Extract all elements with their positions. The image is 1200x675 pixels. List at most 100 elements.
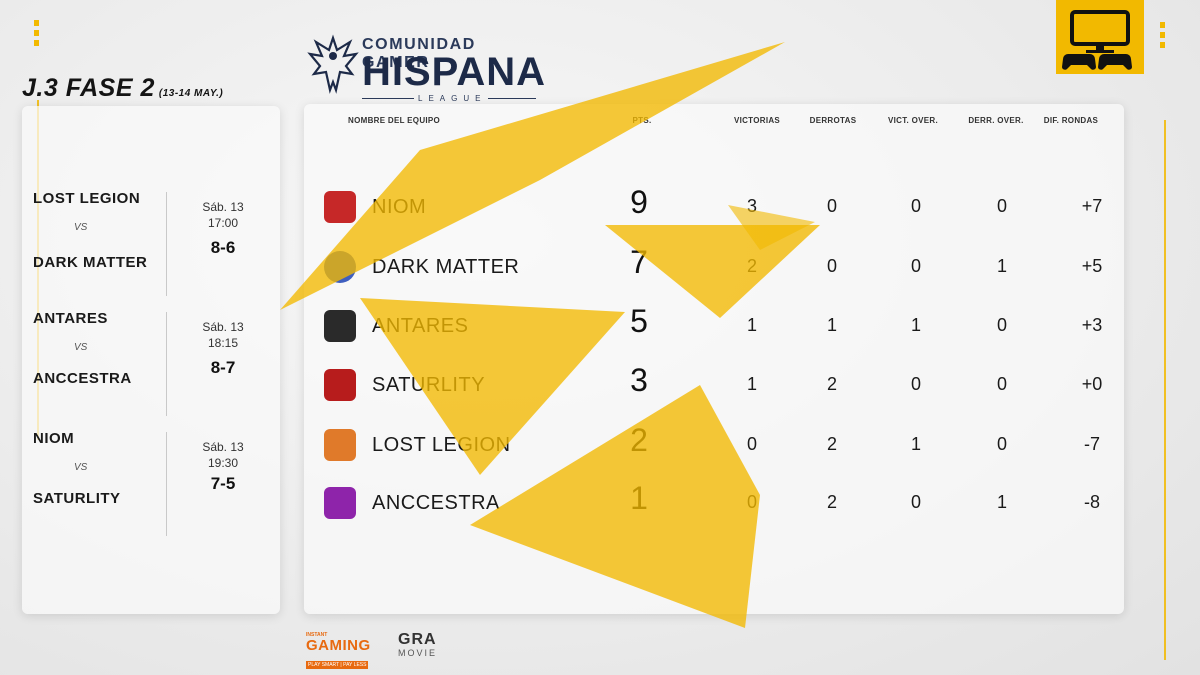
team-ot-wins: 1 <box>910 434 921 454</box>
match-home-team: ANTARES <box>33 310 108 327</box>
team-wins: 0 <box>746 434 757 454</box>
team-ot-wins: 1 <box>910 315 921 335</box>
match-time: 17:00 <box>207 216 239 230</box>
team-wins: 1 <box>746 374 757 394</box>
gra-sub-text: MOVIE <box>398 648 438 658</box>
team-ot-losses: 0 <box>996 374 1007 394</box>
team-losses: 2 <box>826 492 837 512</box>
match-vs: VS <box>74 342 88 353</box>
team-ot-losses: 1 <box>996 256 1007 276</box>
team-points: 3 <box>630 362 648 398</box>
match-card: LOST LEGION VS DARK MATTER Sáb. 13 17:00… <box>22 188 280 298</box>
header-pts: PTS. <box>632 116 652 125</box>
match-vs: VS <box>74 222 88 233</box>
match-card: ANTARES VS ANCCESTRA Sáb. 13 18:15 8-7 <box>22 308 280 418</box>
round-title: J.3 FASE 2 (13-14 MAY.) <box>22 74 223 103</box>
team-ot-losses: 0 <box>996 434 1007 454</box>
team-losses: 2 <box>826 434 837 454</box>
team-ot-wins: 0 <box>910 374 921 394</box>
team-name: SATURLITY <box>372 374 486 396</box>
header-team: NOMBRE DEL EQUIPO <box>348 116 441 125</box>
round-dates: (13-14 MAY.) <box>158 88 224 99</box>
team-ot-wins: 0 <box>910 492 921 512</box>
team-name: ANTARES <box>372 315 469 337</box>
instant-gaming-logo: INSTANT GAMING PLAY SMART | PAY LESS <box>306 632 376 669</box>
team-wins: 2 <box>746 256 757 276</box>
team-wins: 3 <box>746 196 757 216</box>
team-losses: 0 <box>826 256 837 276</box>
skull-logo-icon <box>324 487 356 519</box>
gra-main-text: GRA <box>398 631 437 648</box>
standings-row: LOST LEGION 2 0 2 1 0 -7 <box>304 422 1124 478</box>
team-losses: 0 <box>826 196 837 216</box>
team-points: 7 <box>630 244 648 280</box>
team-round-diff: +7 <box>1081 196 1103 216</box>
decorative-bars-left <box>34 20 39 50</box>
team-name: DARK MATTER <box>372 256 520 278</box>
ninja-logo-icon <box>324 191 356 223</box>
brand-line-2: HISPANA <box>362 50 547 94</box>
match-vs: VS <box>74 462 88 473</box>
header-ot-wins: VICT. OVER. <box>888 116 938 125</box>
team-round-diff: +3 <box>1081 315 1103 335</box>
standings-row: ANTARES 5 1 1 1 0 +3 <box>304 303 1124 359</box>
match-time: 19:30 <box>207 456 239 470</box>
team-wins: 0 <box>746 492 757 512</box>
match-home-team: LOST LEGION <box>33 190 141 207</box>
match-score: 7-5 <box>210 474 236 493</box>
team-wins: 1 <box>746 315 757 335</box>
results-panel <box>22 106 280 614</box>
standings-row: ANCCESTRA 1 0 2 0 1 -8 <box>304 480 1124 536</box>
team-ot-losses: 0 <box>996 196 1007 216</box>
team-round-diff: -8 <box>1083 492 1100 512</box>
match-day: Sáb. 13 <box>202 200 244 214</box>
standings-row: NIOM 9 3 0 0 0 +7 <box>304 184 1124 240</box>
brand-divider-right <box>488 98 536 99</box>
team-points: 9 <box>630 184 648 220</box>
decorative-line-right <box>1164 120 1166 660</box>
monitor-controllers-icon <box>1062 10 1132 70</box>
brand-divider-left <box>362 98 414 99</box>
match-separator <box>166 312 167 416</box>
header-losses: DERROTAS <box>809 116 857 125</box>
standings-panel <box>304 104 1124 614</box>
team-losses: 1 <box>826 315 837 335</box>
team-ot-losses: 0 <box>996 315 1007 335</box>
warrior-logo-icon <box>324 369 356 401</box>
standings-row: DARK MATTER 7 2 0 0 1 +5 <box>304 244 1124 300</box>
spiral-logo-icon <box>324 251 356 283</box>
team-round-diff: +5 <box>1081 256 1103 276</box>
ig-main-text: GAMING <box>306 637 371 654</box>
team-name: NIOM <box>372 196 427 218</box>
standings-row: SATURLITY 3 1 2 0 0 +0 <box>304 362 1124 418</box>
match-card: NIOM VS SATURLITY Sáb. 13 19:30 7-5 <box>22 428 280 538</box>
match-away-team: DARK MATTER <box>33 254 148 271</box>
match-home-team: NIOM <box>33 430 75 447</box>
gaming-logo-box <box>1056 0 1144 74</box>
match-time: 18:15 <box>207 336 239 350</box>
team-name: LOST LEGION <box>372 434 511 456</box>
decorative-bars-right <box>1160 22 1165 52</box>
header-wins: VICTORIAS <box>733 116 781 125</box>
match-score: 8-6 <box>210 238 236 257</box>
header-round-diff: DIF. RONDAS <box>1043 116 1099 125</box>
team-points: 1 <box>630 480 648 516</box>
ig-tag-text: PLAY SMART | PAY LESS <box>306 661 369 669</box>
beast-logo-icon <box>324 310 356 342</box>
team-name: ANCCESTRA <box>372 492 500 514</box>
team-losses: 2 <box>826 374 837 394</box>
ig-top-text: INSTANT <box>306 632 328 638</box>
team-ot-wins: 0 <box>910 256 921 276</box>
team-round-diff: +0 <box>1081 374 1103 394</box>
match-away-team: ANCCESTRA <box>33 370 132 387</box>
fox-logo-icon <box>324 429 356 461</box>
round-title-text: J.3 FASE 2 <box>22 74 155 102</box>
team-points: 5 <box>630 303 648 339</box>
match-day: Sáb. 13 <box>202 440 244 454</box>
team-points: 2 <box>630 422 648 458</box>
match-day: Sáb. 13 <box>202 320 244 334</box>
team-ot-losses: 1 <box>996 492 1007 512</box>
match-score: 8-7 <box>210 358 236 377</box>
phoenix-logo-icon <box>307 34 359 94</box>
